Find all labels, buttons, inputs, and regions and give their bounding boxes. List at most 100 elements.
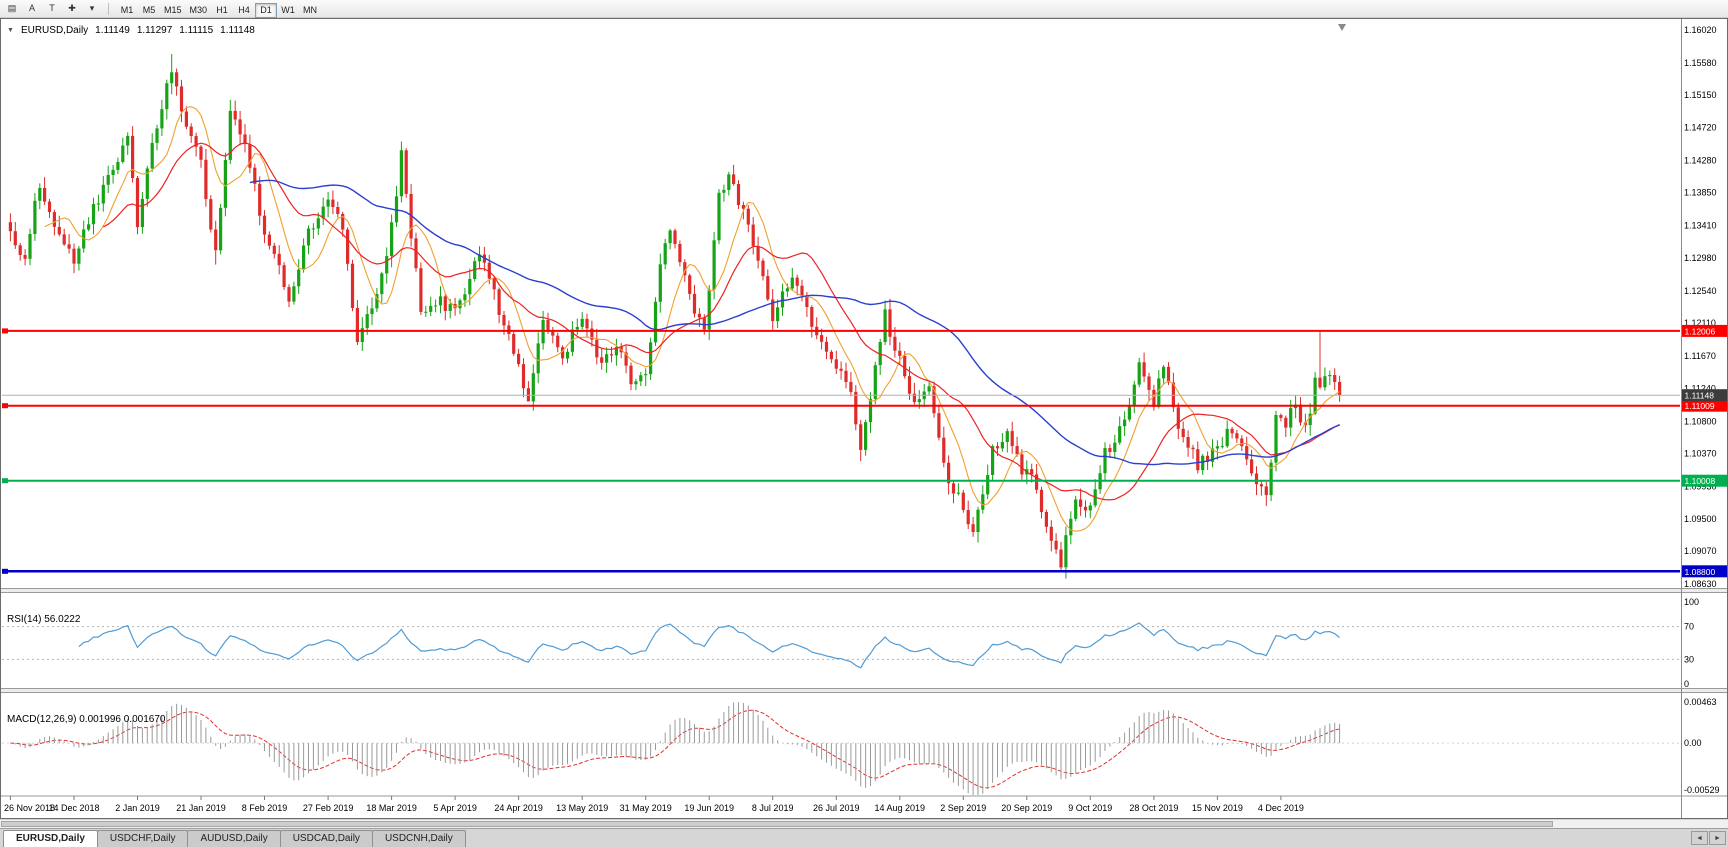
svg-text:1.16020: 1.16020 xyxy=(1684,25,1717,35)
svg-text:1.10370: 1.10370 xyxy=(1684,449,1717,459)
price-tag xyxy=(1682,324,1727,337)
tabs-scroll-right-button[interactable]: ► xyxy=(1709,831,1726,845)
pane-separator[interactable] xyxy=(0,588,1728,593)
timeframe-m30-button[interactable]: M30 xyxy=(186,3,212,18)
svg-text:1.12110: 1.12110 xyxy=(1684,318,1716,328)
timeframe-h4-button[interactable]: H4 xyxy=(233,3,255,18)
price-tag xyxy=(1682,399,1727,412)
scrollbar-thumb[interactable] xyxy=(1,821,1553,827)
svg-text:15 Nov 2019: 15 Nov 2019 xyxy=(1192,803,1243,813)
chart-window: 1.16020 1.15580 1.15150 1.14720 1.14280 1.138… xyxy=(0,18,1728,819)
svg-text:0.00463: 0.00463 xyxy=(1684,697,1717,707)
svg-text:19 Jun 2019: 19 Jun 2019 xyxy=(684,803,734,813)
svg-text:1.11670: 1.11670 xyxy=(1684,351,1716,361)
svg-text:-0.00529: -0.00529 xyxy=(1684,785,1720,795)
svg-text:1.11240: 1.11240 xyxy=(1684,383,1716,393)
svg-text:5 Apr 2019: 5 Apr 2019 xyxy=(433,803,477,813)
crosshair-icon[interactable]: ✚ xyxy=(63,1,81,16)
svg-text:1.08630: 1.08630 xyxy=(1684,579,1717,589)
svg-text:1.14720: 1.14720 xyxy=(1684,123,1717,133)
svg-text:24 Apr 2019: 24 Apr 2019 xyxy=(494,803,543,813)
svg-text:1.13850: 1.13850 xyxy=(1684,188,1717,198)
svg-text:14 Dec 2018: 14 Dec 2018 xyxy=(48,803,99,813)
top-toolbar: ▤ A T ✚ ▾ M1 M5 M15 M30 H1 H4 D1 W1 MN xyxy=(0,0,1728,18)
chart-shift-marker-icon[interactable] xyxy=(1338,24,1346,31)
svg-text:100: 100 xyxy=(1684,597,1699,607)
timeframe-d1-button[interactable]: D1 xyxy=(255,2,278,18)
text-annotation-a-button[interactable]: A xyxy=(23,1,41,16)
cursor-dropdown-icon[interactable]: ▾ xyxy=(83,1,101,16)
svg-text:13 May 2019: 13 May 2019 xyxy=(556,803,608,813)
timeframe-m1-button[interactable]: M1 xyxy=(116,3,138,18)
svg-text:1.09500: 1.09500 xyxy=(1684,514,1717,524)
svg-text:28 Oct 2019: 28 Oct 2019 xyxy=(1129,803,1178,813)
svg-text:1.11148: 1.11148 xyxy=(1685,391,1715,401)
timeframe-m15-button[interactable]: M15 xyxy=(160,3,186,18)
pane-separator[interactable] xyxy=(0,688,1728,693)
chart-tabs: EURUSD,Daily USDCHF,Daily AUDUSD,Daily USDC… xyxy=(3,830,466,847)
svg-text:1.10008: 1.10008 xyxy=(1685,476,1716,486)
tabs-scroll-left-button[interactable]: ◄ xyxy=(1691,831,1708,845)
timeframe-m5-button[interactable]: M5 xyxy=(138,3,160,18)
chart-tab-usdcnh[interactable]: USDCNH,Daily xyxy=(371,830,466,847)
svg-text:26 Jul 2019: 26 Jul 2019 xyxy=(813,803,860,813)
svg-text:1.12980: 1.12980 xyxy=(1684,253,1717,263)
timeframe-buttons: M1 M5 M15 M30 H1 H4 D1 W1 MN xyxy=(116,0,321,18)
chart-canvas[interactable]: 1.16020 1.15580 1.15150 1.14720 1.14280 1.138… xyxy=(0,18,1728,819)
svg-text:2 Sep 2019: 2 Sep 2019 xyxy=(940,803,986,813)
level-line-handle[interactable] xyxy=(2,568,8,574)
chart-tab-usdcad[interactable]: USDCAD,Daily xyxy=(279,830,373,847)
svg-text:27 Feb 2019: 27 Feb 2019 xyxy=(303,803,354,813)
svg-text:26 Nov 2018: 26 Nov 2018 xyxy=(4,803,55,813)
rsi-pane xyxy=(2,622,1680,669)
svg-text:30: 30 xyxy=(1684,654,1694,664)
chart-tab-audusd[interactable]: AUDUSD,Daily xyxy=(187,830,281,847)
timeframe-w1-button[interactable]: W1 xyxy=(277,3,299,18)
svg-text:2 Jan 2019: 2 Jan 2019 xyxy=(115,803,160,813)
candles xyxy=(8,54,1342,579)
svg-text:1.15580: 1.15580 xyxy=(1684,58,1717,68)
timeframe-mn-button[interactable]: MN xyxy=(299,3,321,18)
svg-text:18 Mar 2019: 18 Mar 2019 xyxy=(366,803,417,813)
tab-scroll-arrows: ◄ ► xyxy=(1691,831,1728,847)
chart-list-icon[interactable]: ▤ xyxy=(3,1,21,16)
svg-text:1.13410: 1.13410 xyxy=(1684,221,1717,231)
level-line-handle[interactable] xyxy=(2,328,8,334)
svg-text:9 Oct 2019: 9 Oct 2019 xyxy=(1068,803,1112,813)
svg-text:21 Jan 2019: 21 Jan 2019 xyxy=(176,803,226,813)
svg-text:31 May 2019: 31 May 2019 xyxy=(620,803,672,813)
chart-background xyxy=(0,18,1728,819)
svg-text:70: 70 xyxy=(1684,622,1694,632)
svg-text:1.08800: 1.08800 xyxy=(1685,567,1716,577)
chart-tab-usdchf[interactable]: USDCHF,Daily xyxy=(96,830,189,847)
toolbar-separator xyxy=(108,2,109,15)
macd-histogram xyxy=(14,702,1341,795)
chart-tab-eurusd[interactable]: EURUSD,Daily xyxy=(3,830,98,847)
svg-text:14 Aug 2019: 14 Aug 2019 xyxy=(875,803,926,813)
svg-text:1.12006: 1.12006 xyxy=(1685,326,1716,336)
svg-text:1.15150: 1.15150 xyxy=(1684,90,1717,100)
svg-text:1.11009: 1.11009 xyxy=(1685,401,1715,411)
horizontal-scrollbar[interactable] xyxy=(0,819,1728,828)
timeframe-h1-button[interactable]: H1 xyxy=(211,3,233,18)
price-tag xyxy=(1682,474,1727,487)
price-tag xyxy=(1682,389,1727,402)
chart-tab-bar: EURUSD,Daily USDCHF,Daily AUDUSD,Daily USDC… xyxy=(0,828,1728,847)
rsi-line xyxy=(78,622,1340,669)
svg-text:0.00: 0.00 xyxy=(1684,738,1702,748)
price-tag xyxy=(1682,565,1727,578)
svg-text:1.10800: 1.10800 xyxy=(1684,416,1717,426)
svg-text:8 Jul 2019: 8 Jul 2019 xyxy=(752,803,794,813)
text-annotation-t-button[interactable]: T xyxy=(43,1,61,16)
collapse-arrow-icon[interactable]: ▼ xyxy=(7,27,14,34)
svg-text:20 Sep 2019: 20 Sep 2019 xyxy=(1001,803,1052,813)
svg-text:1.09070: 1.09070 xyxy=(1684,546,1717,556)
svg-text:1.14280: 1.14280 xyxy=(1684,155,1717,165)
level-line-handle[interactable] xyxy=(2,478,8,484)
svg-text:1.12540: 1.12540 xyxy=(1684,286,1717,296)
moving-averages xyxy=(44,106,1340,532)
svg-text:4 Dec 2019: 4 Dec 2019 xyxy=(1258,803,1304,813)
svg-text:0: 0 xyxy=(1684,679,1689,689)
level-line-handle[interactable] xyxy=(2,403,8,409)
